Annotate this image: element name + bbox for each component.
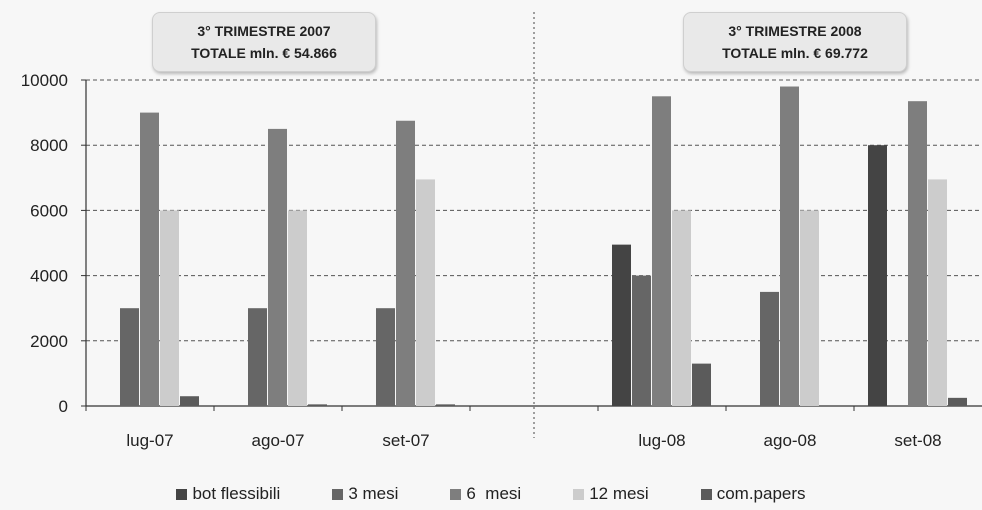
- bar-12-mesi-lug-07: [160, 210, 179, 406]
- bar-com-papers-lug-07: [180, 396, 199, 406]
- legend-label: bot flessibili: [192, 484, 281, 503]
- annotation-2008-title: 3° TRIMESTRE 2008: [728, 23, 862, 39]
- bar-3-mesi-lug-08: [632, 275, 651, 406]
- x-tick-label: set-08: [894, 431, 941, 450]
- legend-item-6-mesi: 6 mesi: [450, 484, 521, 504]
- x-tick-label: ago-07: [252, 431, 305, 450]
- legend-label: 3 mesi: [348, 484, 399, 503]
- bar-6-mesi-lug-07: [140, 112, 159, 406]
- bar-3-mesi-ago-07: [248, 308, 267, 406]
- bar-com-papers-lug-08: [692, 363, 711, 406]
- bar-bot-flessibili-lug-08: [612, 244, 631, 406]
- legend-label: com.papers: [716, 484, 806, 503]
- bar-chart: 0 2000 4000 6000 8000 10000 lug-07 ago-07 set-07…: [21, 12, 982, 450]
- bar-12-mesi-lug-08: [672, 210, 691, 406]
- bar-3-mesi-ago-08: [760, 291, 779, 406]
- legend: bot flessibili 3 mesi 6 mesi 12 mesi com…: [0, 484, 982, 504]
- annotation-2007-title: 3° TRIMESTRE 2007: [197, 23, 331, 39]
- bar-com-papers-set-08: [948, 397, 967, 406]
- x-tick-label: lug-07: [126, 431, 173, 450]
- bar-6-mesi-lug-08: [652, 96, 671, 407]
- legend-swatch: [700, 488, 712, 500]
- y-tick-label: 10000: [21, 71, 68, 90]
- bar-12-mesi-set-07: [416, 179, 435, 406]
- legend-swatch: [176, 488, 188, 500]
- legend-item-12-mesi: 12 mesi: [573, 484, 649, 504]
- bar-3-mesi-lug-07: [120, 308, 139, 406]
- y-tick-label: 0: [59, 397, 68, 416]
- x-tick-label: ago-08: [764, 431, 817, 450]
- bar-6-mesi-ago-08: [780, 86, 799, 407]
- annotation-2007-total: TOTALE mln. € 54.866: [191, 45, 337, 61]
- legend-label: 12 mesi: [589, 484, 649, 503]
- bar-12-mesi-set-08: [928, 179, 947, 406]
- legend-item-3-mesi: 3 mesi: [332, 484, 398, 504]
- bar-6-mesi-set-08: [908, 101, 927, 406]
- y-tick-label: 4000: [30, 267, 68, 286]
- x-tick-label: set-07: [382, 431, 429, 450]
- legend-swatch: [332, 488, 344, 500]
- legend-item-com-papers: com.papers: [700, 484, 806, 504]
- bar-bot-flessibili-set-08: [868, 145, 887, 406]
- bar-com-papers-ago-07: [308, 404, 327, 406]
- bar-12-mesi-ago-07: [288, 210, 307, 406]
- annotation-2008: 3° TRIMESTRE 2008 TOTALE mln. € 69.772: [683, 12, 907, 72]
- legend-swatch: [573, 488, 585, 500]
- bar-12-mesi-ago-08: [800, 210, 819, 406]
- legend-label: 6 mesi: [466, 484, 522, 503]
- y-tick-label: 8000: [30, 136, 68, 155]
- annotation-2007: 3° TRIMESTRE 2007 TOTALE mln. € 54.866: [152, 12, 376, 72]
- annotation-2008-total: TOTALE mln. € 69.772: [722, 45, 868, 61]
- legend-swatch: [450, 488, 462, 500]
- y-tick-label: 2000: [30, 332, 68, 351]
- bar-6-mesi-ago-07: [268, 128, 287, 406]
- bar-6-mesi-set-07: [396, 120, 415, 406]
- bar-com-papers-set-07: [436, 404, 455, 406]
- bar-3-mesi-set-07: [376, 308, 395, 406]
- y-tick-label: 6000: [30, 201, 68, 220]
- x-tick-label: lug-08: [638, 431, 685, 450]
- legend-item-bot-flessibili: bot flessibili: [176, 484, 280, 504]
